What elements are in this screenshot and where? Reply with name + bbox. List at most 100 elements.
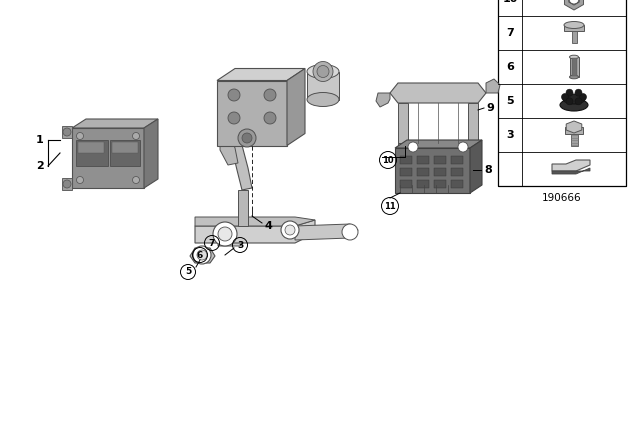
Polygon shape <box>400 156 412 164</box>
Text: 2: 2 <box>36 161 44 171</box>
Text: 6: 6 <box>197 250 203 259</box>
Polygon shape <box>434 180 446 188</box>
Circle shape <box>458 142 468 152</box>
Polygon shape <box>470 140 482 193</box>
Circle shape <box>193 246 211 264</box>
Circle shape <box>281 221 299 239</box>
Text: 4: 4 <box>264 221 272 231</box>
Text: 6: 6 <box>506 62 514 72</box>
Polygon shape <box>72 119 158 128</box>
Text: 1: 1 <box>36 135 44 145</box>
Text: 10: 10 <box>382 155 394 164</box>
Polygon shape <box>566 121 582 133</box>
Polygon shape <box>552 168 590 174</box>
Text: 11: 11 <box>384 202 396 211</box>
Polygon shape <box>295 224 358 240</box>
Circle shape <box>285 225 295 235</box>
Ellipse shape <box>570 75 579 79</box>
Polygon shape <box>195 220 315 243</box>
Polygon shape <box>417 156 429 164</box>
Circle shape <box>213 222 237 246</box>
Polygon shape <box>112 142 138 153</box>
Circle shape <box>197 250 207 260</box>
Circle shape <box>228 89 240 101</box>
Polygon shape <box>76 140 108 166</box>
Ellipse shape <box>564 22 584 29</box>
Circle shape <box>566 98 573 105</box>
Text: 5: 5 <box>185 267 191 276</box>
Circle shape <box>218 227 232 241</box>
Polygon shape <box>62 178 72 190</box>
Polygon shape <box>498 0 626 186</box>
Circle shape <box>242 133 252 143</box>
Polygon shape <box>62 126 72 138</box>
Polygon shape <box>190 248 215 263</box>
Circle shape <box>132 177 140 184</box>
Polygon shape <box>110 140 140 166</box>
Text: 7: 7 <box>209 238 215 247</box>
Circle shape <box>313 61 333 82</box>
Polygon shape <box>552 160 590 171</box>
Ellipse shape <box>560 99 588 111</box>
Polygon shape <box>398 143 478 151</box>
Circle shape <box>264 89 276 101</box>
Polygon shape <box>570 134 577 146</box>
Polygon shape <box>376 93 390 107</box>
Circle shape <box>342 224 358 240</box>
Polygon shape <box>451 180 463 188</box>
Circle shape <box>408 142 418 152</box>
Polygon shape <box>564 0 584 10</box>
Circle shape <box>63 180 71 188</box>
Polygon shape <box>451 156 463 164</box>
Polygon shape <box>395 140 482 148</box>
Ellipse shape <box>307 92 339 107</box>
Polygon shape <box>395 148 470 193</box>
Polygon shape <box>78 142 104 153</box>
Circle shape <box>238 129 256 147</box>
Polygon shape <box>218 218 252 246</box>
Circle shape <box>575 89 582 96</box>
Ellipse shape <box>563 94 585 104</box>
Circle shape <box>63 128 71 136</box>
Polygon shape <box>434 168 446 176</box>
Text: 9: 9 <box>486 103 494 113</box>
Text: 190666: 190666 <box>542 193 582 203</box>
Circle shape <box>264 112 276 124</box>
Polygon shape <box>238 190 248 226</box>
Polygon shape <box>390 83 486 103</box>
Circle shape <box>575 98 582 105</box>
Circle shape <box>228 112 240 124</box>
Polygon shape <box>400 180 412 188</box>
Text: 10: 10 <box>502 0 518 4</box>
Polygon shape <box>468 103 478 143</box>
Circle shape <box>77 177 83 184</box>
Polygon shape <box>220 130 252 190</box>
Polygon shape <box>572 58 577 76</box>
Polygon shape <box>570 57 579 77</box>
Polygon shape <box>434 156 446 164</box>
Circle shape <box>566 89 573 96</box>
Circle shape <box>132 133 140 139</box>
Polygon shape <box>564 25 584 31</box>
Polygon shape <box>307 72 339 99</box>
Polygon shape <box>572 31 577 43</box>
Ellipse shape <box>570 55 579 59</box>
Polygon shape <box>72 128 144 188</box>
Polygon shape <box>569 0 579 5</box>
Circle shape <box>579 94 586 100</box>
Polygon shape <box>287 69 305 146</box>
Polygon shape <box>417 168 429 176</box>
Text: 8: 8 <box>484 165 492 175</box>
Polygon shape <box>565 127 583 134</box>
Polygon shape <box>217 69 305 81</box>
Polygon shape <box>398 103 408 143</box>
Text: 3: 3 <box>237 241 243 250</box>
Polygon shape <box>220 130 238 165</box>
Polygon shape <box>417 180 429 188</box>
Polygon shape <box>400 168 412 176</box>
Text: 3: 3 <box>506 130 514 140</box>
Circle shape <box>569 0 579 4</box>
Polygon shape <box>451 168 463 176</box>
Circle shape <box>317 65 329 78</box>
Polygon shape <box>195 217 315 226</box>
